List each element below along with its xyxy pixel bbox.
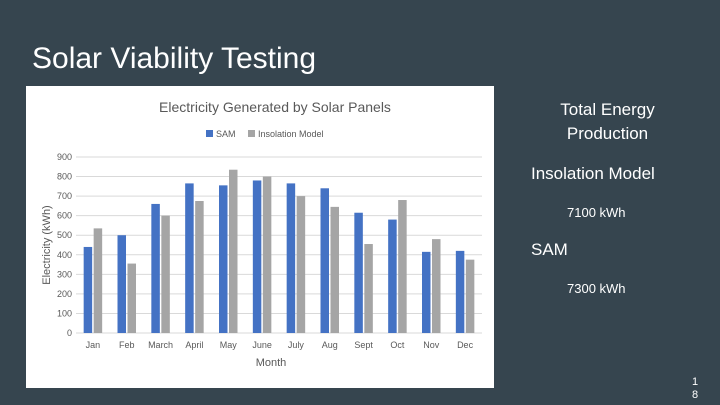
x-tick-label-june: June: [252, 340, 272, 350]
bar-insolation-model-sept: [364, 244, 373, 333]
bar-sam-march: [151, 203, 160, 333]
x-tick-label-feb: Feb: [119, 340, 135, 350]
y-tick-label-500: 500: [57, 230, 72, 240]
bar-sam-nov: [422, 251, 431, 333]
bar-sam-dec: [455, 250, 465, 333]
x-tick-label-sept: Sept: [354, 340, 373, 350]
bar-sam-oct: [388, 219, 397, 333]
bar-insolation-model-feb: [127, 263, 136, 333]
total-energy-heading: Total Energy Production: [560, 100, 655, 143]
sam-label: SAM: [531, 240, 568, 259]
bar-sam-aug: [320, 188, 329, 333]
bar-insolation-model-may: [229, 169, 238, 333]
y-tick-label-600: 600: [57, 211, 72, 221]
bar-sam-feb: [117, 235, 126, 333]
chart-panel: Electricity Generated by Solar Panels SAM…: [26, 86, 494, 388]
bar-insolation-model-dec: [465, 259, 475, 333]
x-tick-label-aug: Aug: [322, 340, 338, 350]
bar-sam-april: [185, 183, 194, 333]
insolation-model-value: 7100 kWh: [567, 205, 626, 220]
bar-insolation-model-july: [296, 196, 306, 333]
bar-insolation-model-nov: [432, 239, 441, 333]
insolation-model-label: Insolation Model: [531, 164, 655, 183]
bar-sam-july: [286, 183, 296, 333]
y-tick-label-400: 400: [57, 250, 72, 260]
x-tick-label-jan: Jan: [86, 340, 101, 350]
chart-title: Electricity Generated by Solar Panels: [159, 99, 391, 115]
page-number: 18: [692, 376, 699, 401]
slide-title: Solar Viability Testing: [32, 42, 317, 75]
y-tick-label-300: 300: [57, 269, 72, 279]
x-tick-label-april: April: [185, 340, 203, 350]
bar-insolation-model-aug: [330, 206, 339, 333]
x-axis-title: Month: [256, 357, 287, 369]
legend-label-sam: SAM: [216, 129, 236, 139]
bar-insolation-model-march: [161, 215, 170, 333]
legend-swatch-sam: [206, 130, 213, 137]
bar-insolation-model-oct: [398, 200, 407, 333]
y-tick-label-100: 100: [57, 308, 72, 318]
x-tick-label-july: July: [288, 340, 305, 350]
x-tick-label-oct: Oct: [390, 340, 405, 350]
y-tick-label-800: 800: [57, 172, 72, 182]
legend-swatch-insolation-model: [248, 130, 255, 137]
bar-insolation-model-april: [195, 201, 204, 333]
y-tick-label-700: 700: [57, 191, 72, 201]
y-axis-title: Electricity (kWh): [41, 205, 53, 284]
y-tick-label-0: 0: [67, 328, 72, 338]
x-tick-label-march: March: [148, 340, 173, 350]
y-tick-label-900: 900: [57, 152, 72, 162]
bar-insolation-model-jan: [93, 228, 103, 333]
bar-chart: Electricity Generated by Solar Panels SAM…: [41, 99, 482, 369]
bar-insolation-model-june: [262, 176, 272, 333]
bar-sam-june: [252, 180, 262, 333]
legend-label-insolation-model: Insolation Model: [258, 129, 324, 139]
bar-sam-may: [219, 185, 228, 333]
bar-sam-sept: [354, 212, 363, 333]
x-tick-label-may: May: [220, 340, 238, 350]
x-tick-label-dec: Dec: [457, 340, 474, 350]
y-tick-label-200: 200: [57, 289, 72, 299]
bar-sam-jan: [83, 246, 93, 333]
sam-value: 7300 kWh: [567, 281, 626, 296]
x-tick-label-nov: Nov: [423, 340, 440, 350]
